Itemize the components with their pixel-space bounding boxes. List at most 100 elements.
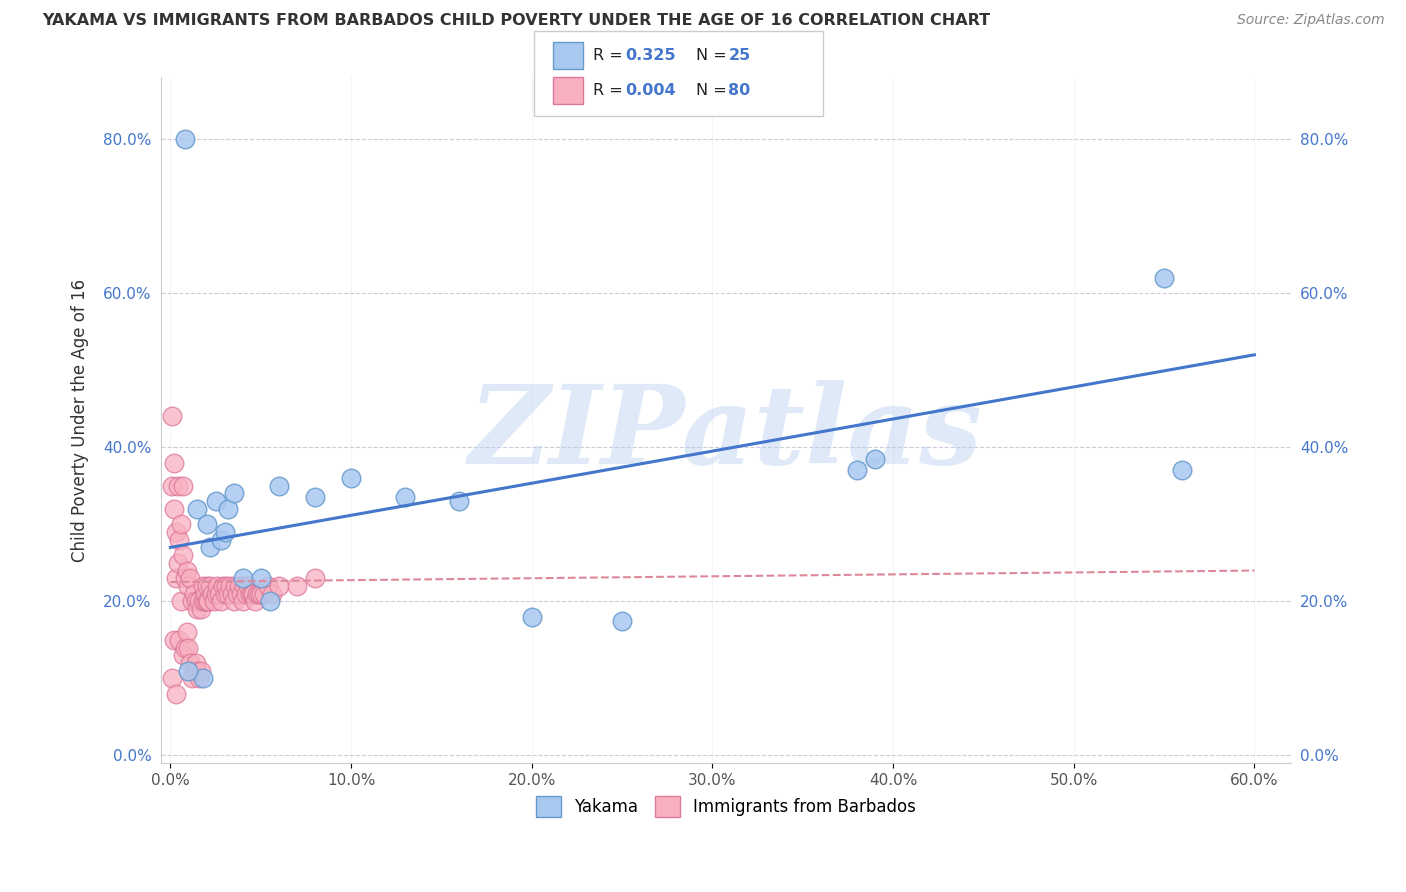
Point xyxy=(232,571,254,585)
Point xyxy=(208,587,231,601)
Point xyxy=(232,594,254,608)
Point xyxy=(181,594,204,608)
Point xyxy=(863,451,886,466)
Point xyxy=(191,579,214,593)
Point xyxy=(449,494,471,508)
Point xyxy=(267,579,290,593)
Point xyxy=(245,594,267,608)
Point xyxy=(166,556,188,570)
Text: ZIPatlas: ZIPatlas xyxy=(470,380,983,488)
Point xyxy=(165,524,187,539)
Point xyxy=(190,664,212,678)
Point xyxy=(198,579,221,593)
Point xyxy=(340,471,363,485)
Point xyxy=(194,587,217,601)
Point xyxy=(394,491,416,505)
Point xyxy=(202,594,225,608)
Point xyxy=(260,587,283,601)
Point xyxy=(191,594,214,608)
Point xyxy=(240,587,263,601)
Text: 80: 80 xyxy=(728,83,751,98)
Text: R =: R = xyxy=(593,48,628,63)
Point xyxy=(172,479,194,493)
Point xyxy=(201,587,224,601)
Point xyxy=(246,587,269,601)
Point xyxy=(172,648,194,663)
Point xyxy=(191,672,214,686)
Point xyxy=(173,571,195,585)
Point xyxy=(214,524,236,539)
Point xyxy=(204,494,226,508)
Point xyxy=(207,579,229,593)
Point xyxy=(160,409,183,424)
Point xyxy=(209,594,232,608)
Point xyxy=(222,594,245,608)
Point xyxy=(235,587,257,601)
Point xyxy=(221,587,243,601)
Point xyxy=(186,664,208,678)
Point xyxy=(249,571,271,585)
Point xyxy=(217,587,239,601)
Point xyxy=(163,632,186,647)
Point xyxy=(209,533,232,547)
Point xyxy=(195,579,218,593)
Point xyxy=(233,579,256,593)
Point xyxy=(214,587,236,601)
Point xyxy=(267,479,290,493)
Point xyxy=(195,517,218,532)
Text: 0.004: 0.004 xyxy=(626,83,676,98)
Point xyxy=(166,479,188,493)
Point xyxy=(160,479,183,493)
Point xyxy=(160,672,183,686)
Point xyxy=(846,463,869,477)
Point xyxy=(198,541,221,555)
Point xyxy=(520,609,543,624)
Point xyxy=(304,571,326,585)
Point xyxy=(217,501,239,516)
Point xyxy=(194,594,217,608)
Point xyxy=(229,587,252,601)
Point xyxy=(170,594,193,608)
Point xyxy=(183,664,205,678)
Point xyxy=(173,640,195,655)
Point xyxy=(165,687,187,701)
Text: 25: 25 xyxy=(728,48,751,63)
Point xyxy=(188,594,211,608)
Text: Source: ZipAtlas.com: Source: ZipAtlas.com xyxy=(1237,13,1385,28)
Point xyxy=(610,614,633,628)
Legend: Yakama, Immigrants from Barbados: Yakama, Immigrants from Barbados xyxy=(529,789,922,823)
Point xyxy=(176,564,198,578)
Point xyxy=(173,132,195,146)
Point xyxy=(253,587,276,601)
Text: R =: R = xyxy=(593,83,628,98)
Point xyxy=(179,571,201,585)
Point xyxy=(239,587,262,601)
Point xyxy=(169,632,191,647)
Text: N =: N = xyxy=(696,83,733,98)
Point xyxy=(285,579,308,593)
Point xyxy=(163,456,186,470)
Point xyxy=(222,486,245,500)
Point xyxy=(186,602,208,616)
Point xyxy=(169,533,191,547)
Point xyxy=(257,579,280,593)
Point xyxy=(186,501,208,516)
Point xyxy=(179,656,201,670)
Point xyxy=(249,587,271,601)
Point xyxy=(163,501,186,516)
Y-axis label: Child Poverty Under the Age of 16: Child Poverty Under the Age of 16 xyxy=(72,278,89,562)
Text: 0.325: 0.325 xyxy=(626,48,676,63)
Point xyxy=(228,579,250,593)
Point xyxy=(224,579,246,593)
Point xyxy=(204,587,226,601)
Point xyxy=(177,640,200,655)
Point xyxy=(211,579,233,593)
Point xyxy=(190,602,212,616)
Text: N =: N = xyxy=(696,48,733,63)
Point xyxy=(177,579,200,593)
Point xyxy=(177,664,200,678)
Point xyxy=(226,587,249,601)
Point xyxy=(170,517,193,532)
Point xyxy=(188,672,211,686)
Point xyxy=(236,579,259,593)
